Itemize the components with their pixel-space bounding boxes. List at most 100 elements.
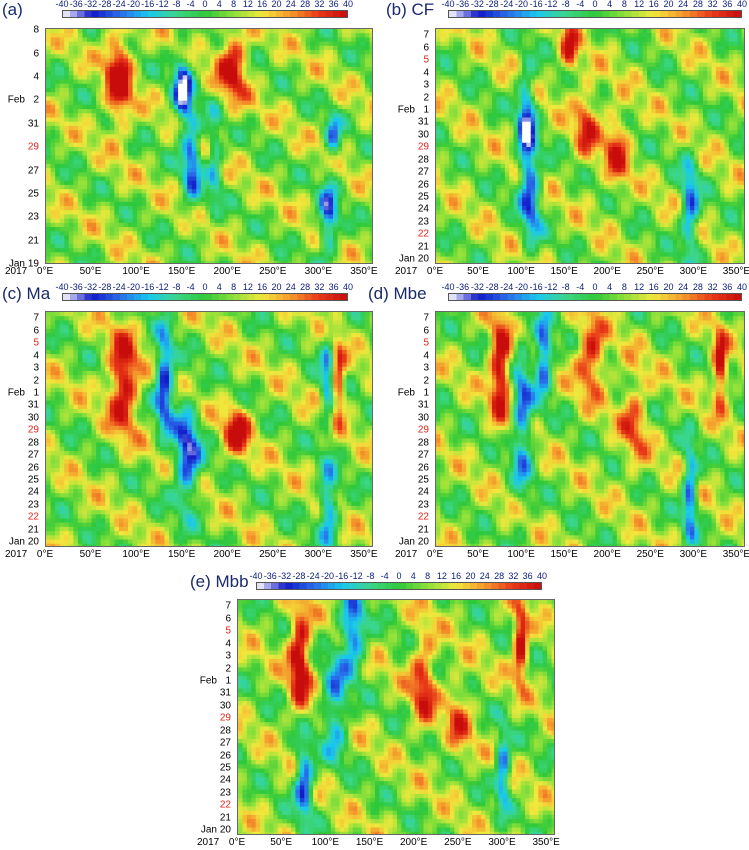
heatmap-cell [59, 75, 65, 81]
heatmap-cell [305, 58, 311, 64]
heatmap-cell [724, 45, 730, 51]
heatmap-cell [539, 58, 545, 64]
heatmap-cell [191, 33, 197, 39]
heatmap-cell [173, 33, 179, 39]
heatmap-cell [214, 83, 220, 89]
heatmap-cell [214, 172, 220, 178]
heatmap-cell [109, 197, 115, 203]
heatmap-cell [255, 50, 261, 55]
heatmap-cell [191, 155, 197, 161]
heatmap-cell [360, 189, 366, 194]
heatmap-cell [328, 96, 334, 102]
heatmap-cell [232, 147, 238, 152]
heatmap-cell [50, 180, 56, 186]
heatmap-cell [737, 66, 743, 72]
heatmap-cell [59, 239, 65, 245]
heatmap-cell [128, 159, 134, 165]
heatmap-cell [96, 260, 102, 263]
heatmap-cell [278, 197, 284, 203]
heatmap-cell [87, 109, 93, 114]
heatmap-cell [569, 41, 575, 47]
heatmap-cell [91, 50, 97, 55]
heatmap-cell [264, 201, 270, 207]
heatmap-cell [50, 147, 56, 152]
heatmap-cell [282, 243, 289, 249]
heatmap-cell [214, 252, 220, 258]
heatmap-cell [68, 138, 74, 144]
heatmap-cell [342, 109, 348, 114]
heatmap-cell [200, 37, 207, 43]
heatmap-cell [82, 227, 88, 232]
heatmap-cell [46, 210, 52, 216]
heatmap-cell [141, 197, 147, 203]
heatmap-cell [196, 83, 202, 89]
heatmap-cell [586, 33, 592, 39]
heatmap-cell [118, 159, 125, 165]
heatmap-cell [96, 88, 102, 93]
heatmap-cell [118, 155, 125, 161]
heatmap-cell [91, 159, 97, 165]
heatmap-cell [191, 218, 197, 224]
heatmap-cell [522, 50, 528, 55]
heatmap-cell [360, 142, 366, 148]
heatmap-cell [616, 66, 622, 72]
heatmap-cell [616, 33, 622, 39]
heatmap-cell [651, 54, 657, 60]
heatmap-cell [278, 210, 284, 216]
heatmap-cell [470, 45, 476, 51]
heatmap-cell [164, 151, 170, 157]
heatmap-cell [100, 71, 106, 76]
heatmap-cell [68, 130, 74, 135]
heatmap-cell [173, 147, 179, 152]
heatmap-cell [132, 117, 138, 123]
heatmap-cell [118, 222, 125, 228]
heatmap-cell [328, 197, 334, 203]
heatmap-cell [651, 33, 657, 39]
heatmap-cell [219, 243, 225, 249]
heatmap-cell [114, 41, 120, 47]
heatmap-cell [91, 113, 97, 119]
heatmap-cell [651, 66, 657, 72]
heatmap-cell [228, 260, 234, 263]
heatmap-cell [369, 231, 372, 237]
heatmap-cell [251, 235, 257, 241]
heatmap-cell [651, 71, 657, 76]
heatmap-cell [273, 243, 279, 249]
heatmap-plot [435, 28, 745, 264]
heatmap-cell [260, 83, 266, 89]
heatmap-cell [55, 193, 61, 199]
heatmap-cell [146, 172, 152, 178]
heatmap-cell [287, 58, 293, 64]
heatmap-cell [569, 45, 575, 51]
heatmap-cell [155, 41, 161, 47]
heatmap-cell [237, 109, 243, 114]
heatmap-cell [68, 176, 74, 182]
heatmap-cell [672, 37, 678, 43]
heatmap-cell [337, 235, 343, 241]
heatmap-cell [191, 29, 197, 34]
heatmap-cell [173, 176, 179, 182]
heatmap-cell [87, 62, 93, 68]
heatmap-cell [178, 62, 184, 68]
heatmap-cell [296, 206, 302, 211]
heatmap-cell [337, 168, 343, 173]
heatmap-cell [132, 206, 138, 211]
heatmap-cell [46, 138, 52, 144]
heatmap-cell [728, 33, 734, 39]
heatmap-cell [214, 33, 220, 39]
heatmap-cell [105, 50, 111, 55]
heatmap-cell [616, 71, 622, 76]
heatmap-cell [282, 41, 289, 47]
heatmap-cell [68, 214, 74, 220]
heatmap-cell [360, 130, 366, 135]
heatmap-cell [638, 37, 644, 43]
heatmap-cell [582, 62, 588, 68]
heatmap-cell [55, 222, 61, 228]
heatmap-cell [128, 147, 134, 152]
heatmap-cell [444, 58, 450, 64]
heatmap-cell [310, 176, 316, 182]
heatmap-cell [287, 71, 293, 76]
heatmap-cell [264, 180, 270, 186]
heatmap-cell [301, 147, 307, 152]
heatmap-cell [155, 100, 161, 106]
